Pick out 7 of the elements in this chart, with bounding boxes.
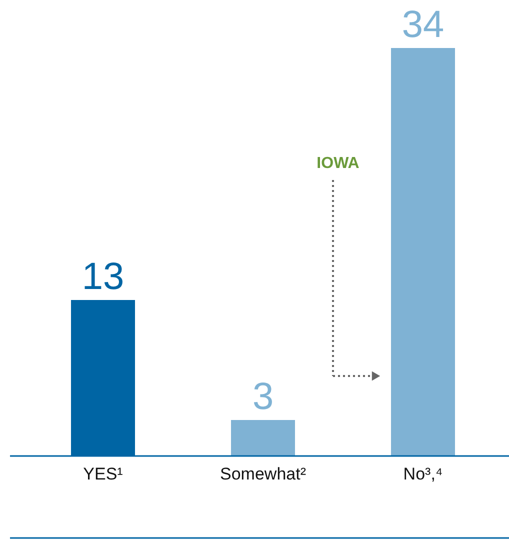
data-label: 3: [252, 376, 274, 418]
x-tick-label: YES¹: [83, 464, 124, 484]
x-tick-label: Somewhat²: [220, 464, 306, 484]
x-tick-label: No³,⁴: [403, 464, 443, 484]
data-label: 34: [402, 4, 444, 46]
annotation: IOWA: [316, 155, 360, 172]
data-label: 13: [82, 256, 124, 298]
